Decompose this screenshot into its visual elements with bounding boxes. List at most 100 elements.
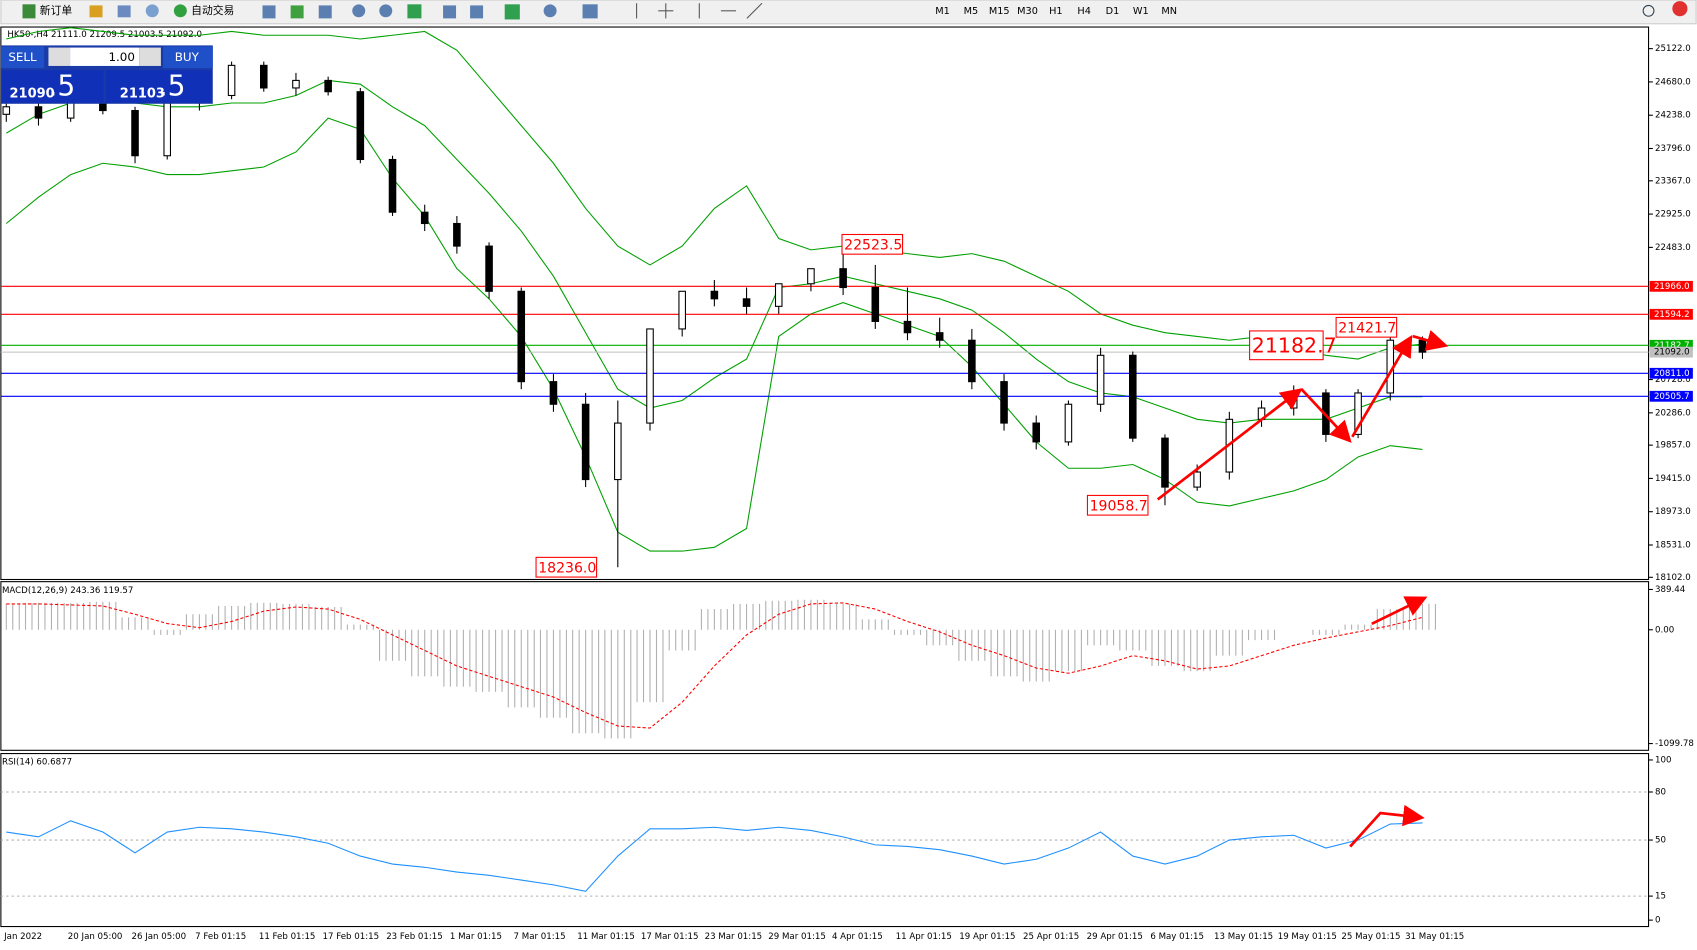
level-label: 20505.7 (1654, 392, 1690, 402)
trade-panel: SELL 1.00 BUY 21090 .5 21103 .5 (0, 45, 213, 104)
level-label: 20811.0 (1654, 369, 1690, 379)
ask: 21103 (120, 87, 165, 102)
candle-body (259, 64, 268, 89)
x-tick-label: 20 Jan 05:00 (68, 932, 123, 942)
timeframes[interactable]: M1 M5 M15 M30 H1 H4 D1 W1 MN (935, 6, 1177, 17)
y-tick-label: 100 (1655, 755, 1671, 765)
timeframe[interactable]: D1 (1106, 6, 1120, 17)
level-label: 21182.7 (1654, 341, 1690, 351)
annotation-box (1086, 494, 1149, 516)
y-tick-label: 19415.0 (1655, 474, 1691, 484)
y-tick-label: 22925.0 (1655, 210, 1691, 220)
sell-price[interactable] (1, 70, 104, 103)
x-tick-label: 23 Feb 01:15 (386, 932, 443, 942)
level-tag (1649, 339, 1693, 351)
x-tick-label: 7 Mar 01:15 (514, 932, 566, 942)
candle-body (485, 245, 493, 292)
x-tick-label: 17 Mar 01:15 (641, 932, 699, 942)
candle-body (388, 158, 397, 213)
lot-up[interactable] (139, 47, 161, 66)
annotation-box (841, 233, 904, 255)
timeframe[interactable]: W1 (1133, 6, 1149, 17)
buy-label[interactable]: BUY (175, 50, 200, 64)
x-tick-label: 6 May 01:15 (1150, 932, 1204, 942)
bollinger-middle (6, 79, 1423, 424)
x-tick-label: 19 May 01:15 (1278, 932, 1337, 942)
candle-body (710, 290, 719, 300)
draw-tools[interactable] (636, 2, 763, 19)
level-tag (1649, 280, 1693, 292)
x-tick-label: 4 Apr 01:15 (832, 932, 883, 942)
candle-body (903, 320, 912, 334)
candle-body (774, 283, 783, 307)
lot-down[interactable] (48, 47, 71, 66)
candle-body (1032, 422, 1041, 443)
auto-trading[interactable]: 自动交易 (191, 3, 234, 17)
x-tick-label: 31 May 01:15 (1405, 932, 1464, 942)
timeframe[interactable]: M15 (989, 6, 1010, 17)
x-tick-label: 7 Feb 01:15 (195, 932, 246, 942)
sell-button[interactable] (0, 46, 45, 69)
timeframe[interactable]: H4 (1077, 6, 1091, 17)
candle-body (742, 298, 751, 307)
buy-price[interactable] (105, 70, 212, 103)
y-tick-label: 15 (1655, 892, 1666, 902)
chart-title: MACD(12,26,9) 243.36 119.57 (2, 586, 133, 596)
rsi-line (6, 820, 1423, 892)
ask-fraction: .5 (159, 70, 186, 103)
candle-body (581, 403, 590, 481)
tool-icons[interactable] (262, 4, 598, 20)
notifications[interactable] (1672, 1, 1688, 17)
timeframe[interactable]: MN (1161, 6, 1177, 17)
icon[interactable] (145, 4, 159, 18)
y-tick-label: 20286.0 (1655, 408, 1691, 418)
y-tick-label: 0 (1655, 916, 1660, 926)
y-tick-label: 23796.0 (1655, 144, 1691, 154)
y-tick-label: 80 (1655, 787, 1666, 797)
timeframe[interactable]: H1 (1049, 6, 1063, 17)
candle-body (517, 290, 526, 383)
candle-body (131, 110, 139, 157)
x-tick-label: 29 Mar 01:15 (768, 932, 826, 942)
x-tick-label: 11 Feb 01:15 (259, 932, 316, 942)
y-tick-label: -1099.78 (1655, 739, 1694, 749)
search[interactable] (1642, 4, 1655, 17)
level-label: 21966.0 (1654, 282, 1690, 292)
candle-body (1000, 381, 1008, 424)
y-tick-label: 18531.0 (1655, 541, 1691, 551)
sell-label[interactable]: SELL (8, 50, 37, 64)
x-tick-label: 13 May 01:15 (1214, 932, 1273, 942)
candle-body (324, 79, 332, 93)
auto-trading-icon[interactable] (173, 4, 187, 18)
candle-body (968, 339, 976, 383)
candle-body (34, 106, 43, 119)
x-tick-label: 25 Apr 01:15 (1023, 932, 1079, 942)
y-tick-label: 22483.0 (1655, 243, 1691, 253)
candle-body (1129, 354, 1137, 439)
macd-signal (6, 602, 1423, 729)
new-order-icon[interactable] (22, 4, 36, 19)
toolbar: 新订单 自动交易 M1 M5 M15 M30 H1 H4 D1 W1 MN (0, 0, 1697, 25)
timeframe[interactable]: M1 (935, 6, 950, 17)
level-tag (1649, 367, 1693, 379)
timeframe[interactable]: M5 (964, 6, 979, 17)
icon[interactable] (89, 5, 103, 18)
lot[interactable]: 1.00 (108, 50, 134, 64)
candle-body (1193, 471, 1201, 488)
x-tick-label: 17 Feb 01:15 (323, 932, 380, 942)
annotation-box (535, 556, 598, 578)
timeframe[interactable]: M30 (1017, 6, 1038, 17)
lot-input[interactable] (70, 47, 140, 66)
bollinger-upper (6, 27, 1423, 360)
buy-button[interactable] (163, 46, 213, 69)
candle-body (1064, 403, 1073, 443)
x-tick-label: 25 May 01:15 (1341, 932, 1400, 942)
icon[interactable] (117, 5, 131, 18)
x-tick-label: 23 Mar 01:15 (705, 932, 763, 942)
candle-body (678, 290, 686, 330)
new-order[interactable]: 新订单 (40, 3, 73, 17)
x-tick-label: 11 Mar 01:15 (577, 932, 635, 942)
y-tick-label: 389.44 (1655, 585, 1685, 595)
annotation-box (1249, 330, 1324, 361)
